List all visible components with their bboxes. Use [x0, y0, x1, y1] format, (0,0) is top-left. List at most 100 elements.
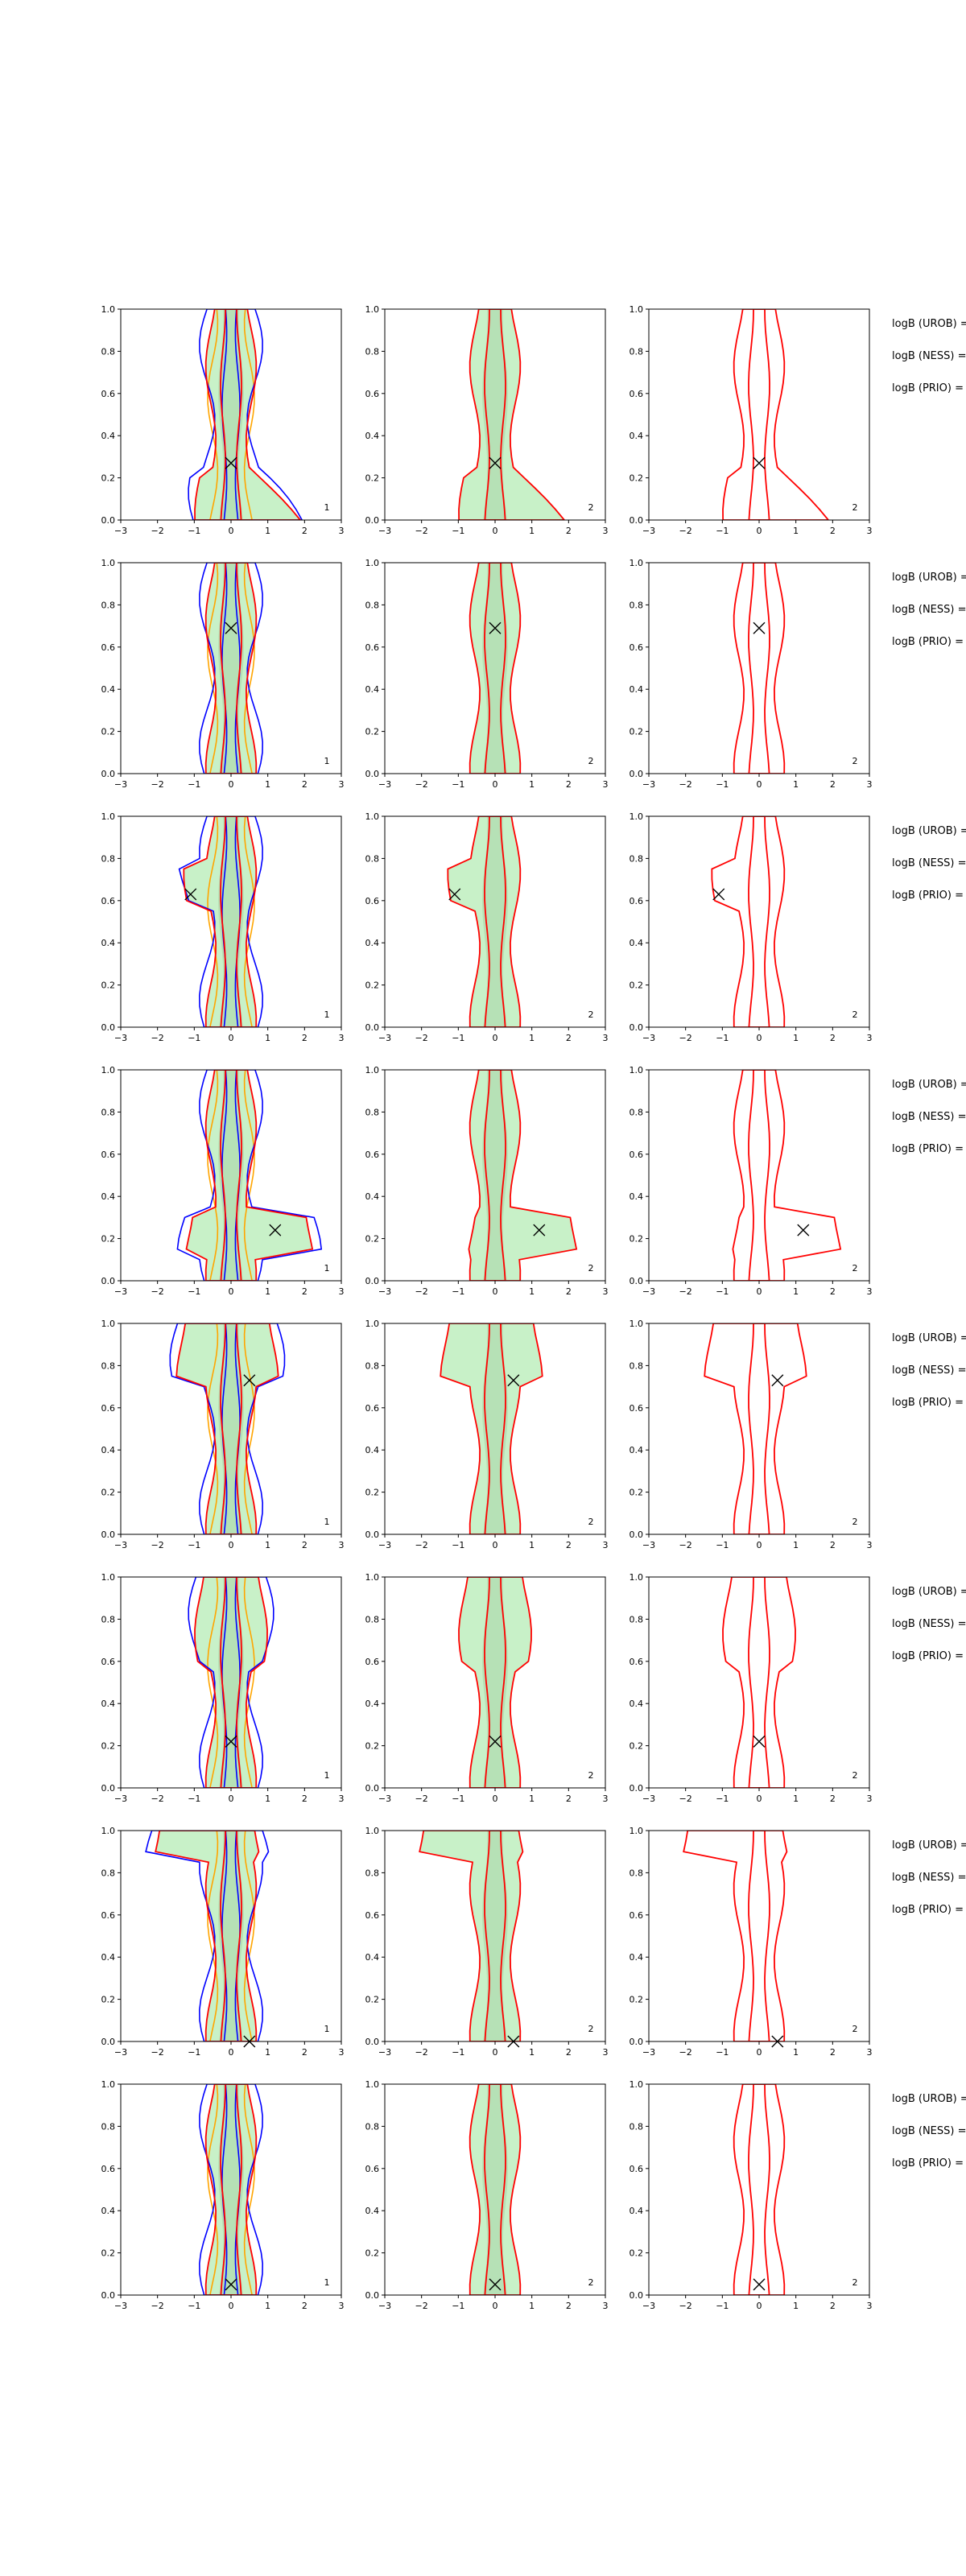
x-tick-label: 0: [229, 779, 234, 790]
x-tick-label: −1: [716, 1033, 729, 1043]
kde-fill-region: [440, 1323, 543, 1534]
logB-label: logB (PRIO) =: [892, 636, 964, 648]
true-value-marker: [489, 1735, 502, 1748]
panel-r5-c3: −3 −2 −1 0 1 2 3 0.0 0.2 0.4 0.6 0.8 1.0 2: [630, 1319, 873, 1550]
logB-label: logB (UROB) =: [892, 1839, 966, 1852]
y-tick-label: 1.0: [365, 1572, 380, 1583]
x-tick-label: −2: [415, 1286, 428, 1297]
y-tick-label: 0.6: [630, 1403, 644, 1414]
panel-r1-c3: −3 −2 −1 0 1 2 3 0.0 0.2 0.4 0.6 0.8 1.0 2: [630, 304, 873, 536]
x-tick-label: 0: [229, 1033, 234, 1043]
y-tick-label: 1.0: [630, 304, 644, 315]
y-tick-label: 0.4: [365, 431, 380, 441]
x-tick-label: 2: [830, 526, 836, 536]
logB-label: logB (NESS) =: [892, 1872, 966, 1884]
true-value-marker: [533, 1224, 546, 1236]
x-tick-label: −3: [378, 779, 391, 790]
y-tick-label: 0.8: [365, 1868, 380, 1878]
y-tick-label: 1.0: [630, 2079, 644, 2090]
subplot-grid: −3 −2 −1 0 1 2 3 0.0 0.2 0.4 0.6 0.8 1.0 1 −3 −2 −1 0 1 2 3 0…: [101, 304, 966, 2311]
kde-fill-region: [205, 563, 257, 774]
x-tick-label: −3: [378, 1033, 391, 1043]
y-tick-label: 0.8: [101, 853, 116, 864]
true-value-marker: [184, 888, 197, 901]
x-tick-label: 3: [867, 1286, 873, 1297]
panel-r8-c2: −3 −2 −1 0 1 2 3 0.0 0.2 0.4 0.6 0.8 1.0 2: [365, 2079, 609, 2311]
y-tick-label: 0.8: [630, 1107, 644, 1117]
red-contour: [469, 563, 522, 774]
y-tick-label: 0.8: [101, 1868, 116, 1878]
x-tick-label: 1: [793, 1794, 799, 1804]
logB-label: logB (NESS) =: [892, 2125, 966, 2137]
y-tick-label: 1.0: [101, 558, 116, 568]
y-tick-label: 0.8: [101, 600, 116, 610]
y-tick-label: 0.0: [630, 1530, 644, 1540]
y-tick-label: 0.0: [365, 1276, 380, 1286]
logB-label: logB (UROB) =: [892, 1332, 966, 1344]
y-tick-label: 0.0: [101, 769, 116, 779]
red-contour: [484, 1831, 506, 2041]
y-tick-label: 0.6: [365, 1150, 380, 1160]
y-tick-label: 0.0: [365, 1530, 380, 1540]
logB-label: logB (UROB) =: [892, 825, 966, 837]
y-tick-label: 0.2: [630, 2248, 644, 2259]
x-tick-label: 2: [302, 1286, 308, 1297]
x-tick-label: −3: [642, 1794, 655, 1804]
y-tick-label: 0.8: [630, 2121, 644, 2132]
y-tick-label: 0.0: [101, 2290, 116, 2301]
row-8: −3 −2 −1 0 1 2 3 0.0 0.2 0.4 0.6 0.8 1.0 1 −3 −2 −1 0 1 2 3 0…: [101, 2079, 966, 2311]
y-tick-label: 0.8: [630, 853, 644, 864]
y-tick-label: 0.2: [101, 1234, 116, 1245]
y-tick-label: 0.6: [630, 1657, 644, 1667]
x-tick-label: 1: [265, 1033, 270, 1043]
y-tick-label: 0.6: [630, 2164, 644, 2174]
red-contour: [183, 816, 258, 1027]
x-tick-label: 1: [793, 2047, 799, 2058]
x-tick-label: 3: [339, 1794, 345, 1804]
kde-fill-region: [419, 1831, 523, 2041]
x-tick-label: 0: [493, 526, 498, 536]
panel-number: 2: [852, 502, 858, 513]
x-tick-label: 0: [757, 526, 762, 536]
x-tick-label: −1: [716, 1794, 729, 1804]
x-tick-label: 1: [529, 526, 535, 536]
y-tick-label: 0.6: [101, 1403, 116, 1414]
panel-r4-c2: −3 −2 −1 0 1 2 3 0.0 0.2 0.4 0.6 0.8 1.0 2: [365, 1065, 609, 1297]
panel-r7-c1: −3 −2 −1 0 1 2 3 0.0 0.2 0.4 0.6 0.8 1.0 1: [101, 1826, 345, 2058]
kde-fill-region: [448, 816, 521, 1027]
y-tick-label: 0.4: [630, 1952, 644, 1963]
x-tick-label: 0: [229, 2047, 234, 2058]
x-tick-label: 0: [757, 1540, 762, 1550]
x-tick-label: 3: [867, 1033, 873, 1043]
x-tick-label: 0: [229, 1540, 234, 1550]
red-contour: [220, 816, 242, 1027]
y-tick-label: 0.8: [630, 1360, 644, 1371]
red-contour: [484, 1070, 506, 1281]
x-tick-label: −3: [114, 1033, 127, 1043]
red-contour: [722, 309, 830, 520]
y-tick-label: 0.2: [101, 1995, 116, 2005]
red-contour: [484, 2084, 506, 2295]
panel-r4-c3: −3 −2 −1 0 1 2 3 0.0 0.2 0.4 0.6 0.8 1.0 2: [630, 1065, 873, 1297]
y-tick-label: 0.2: [365, 1741, 380, 1752]
x-tick-label: −1: [716, 1286, 729, 1297]
blue-contour: [198, 563, 264, 774]
x-tick-label: 0: [229, 2301, 234, 2311]
x-tick-label: −2: [151, 1540, 164, 1550]
row-2: −3 −2 −1 0 1 2 3 0.0 0.2 0.4 0.6 0.8 1.0 1 −3 −2 −1 0 1 2 3 0…: [101, 558, 966, 790]
y-tick-label: 0.2: [365, 1488, 380, 1498]
x-tick-label: 1: [793, 526, 799, 536]
x-tick-label: 3: [603, 2301, 609, 2311]
panel-number: 2: [588, 1517, 594, 1527]
red-contour: [220, 1323, 242, 1534]
x-tick-label: −1: [452, 2047, 464, 2058]
logB-label: logB (NESS) =: [892, 1111, 966, 1123]
x-tick-label: −2: [679, 1540, 692, 1550]
red-contour: [458, 309, 566, 520]
y-tick-label: 0.2: [630, 980, 644, 991]
panel-r1-c1: −3 −2 −1 0 1 2 3 0.0 0.2 0.4 0.6 0.8 1.0 1: [101, 304, 345, 536]
blue-contour: [178, 816, 264, 1027]
y-tick-label: 0.4: [101, 1952, 116, 1963]
y-tick-label: 0.4: [101, 2206, 116, 2216]
x-tick-label: −2: [151, 779, 164, 790]
